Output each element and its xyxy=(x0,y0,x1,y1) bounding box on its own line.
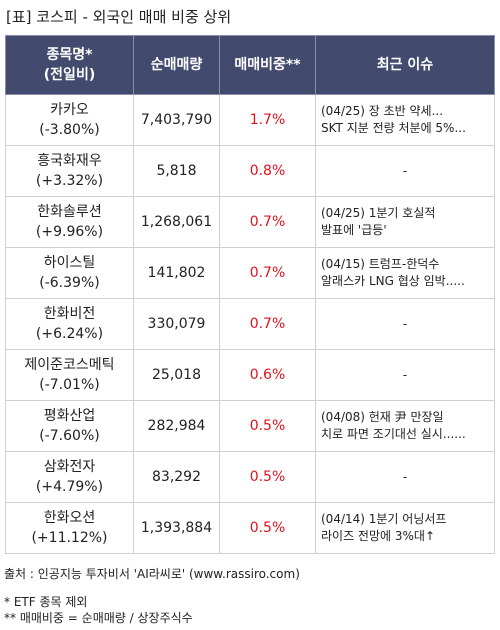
table-row: 제이준코스메틱 (-7.01%) 25,018 0.6% - xyxy=(5,349,495,401)
issue-line1: (04/08) 헌재 尹 만장일 xyxy=(321,410,444,424)
stock-change: (-7.60%) xyxy=(39,428,100,444)
header-recent-issue: 최근 이슈 xyxy=(315,35,495,95)
stock-change: (-6.39%) xyxy=(39,275,100,291)
issue-line2: 라이즈 전망에 3%대↑ xyxy=(321,529,436,543)
stock-name: 한화솔루션 xyxy=(37,204,102,220)
recent-issue-cell: (04/25) 장 초반 약세... SKT 지분 전량 처분에 5%... xyxy=(315,94,495,146)
header-stock-name: 종목명* (전일비) xyxy=(5,35,134,95)
stock-name-cell: 제이준코스메틱 (-7.01%) xyxy=(5,349,134,401)
table-row: 흥국화재우 (+3.32%) 5,818 0.8% - xyxy=(5,145,495,197)
stock-name: 한화비전 xyxy=(43,306,96,322)
trade-ratio-cell: 0.7% xyxy=(219,196,316,248)
table-row: 한화비전 (+6.24%) 330,079 0.7% - xyxy=(5,298,495,350)
stock-name-cell: 하이스틸 (-6.39%) xyxy=(5,247,134,299)
issue-line2: 치로 파면 조기대선 실시...... xyxy=(321,427,466,441)
trade-ratio-cell: 0.8% xyxy=(219,145,316,197)
stock-name-cell: 한화오션 (+11.12%) xyxy=(5,502,134,554)
issue-line1: (04/15) 트럼프-한덕수 xyxy=(321,257,440,271)
trade-ratio-cell: 0.5% xyxy=(219,400,316,452)
recent-issue-cell: - xyxy=(315,451,495,503)
stock-name-cell: 평화산업 (-7.60%) xyxy=(5,400,134,452)
stock-name-cell: 흥국화재우 (+3.32%) xyxy=(5,145,134,197)
table-row: 한화오션 (+11.12%) 1,393,884 0.5% (04/14) 1분기 어닝… xyxy=(5,502,495,554)
recent-issue-cell: - xyxy=(315,145,495,197)
recent-issue-cell: - xyxy=(315,298,495,350)
stock-name: 한화오션 xyxy=(43,510,96,526)
source-note: 출처 : 인공지능 투자비서 'AI라씨로' (www.rassiro.com) xyxy=(4,567,300,581)
net-volume-cell: 141,802 xyxy=(133,247,220,299)
issue-line2: 발표에 '급등' xyxy=(321,223,387,237)
table-row: 삼화전자 (+4.79%) 83,292 0.5% - xyxy=(5,451,495,503)
table-row: 카카오 (-3.80%) 7,403,790 1.7% (04/25) 장 초반 약세.… xyxy=(5,94,495,146)
table-header-row: 종목명* (전일비) 순매매량 매매비중** 최근 이슈 xyxy=(5,35,495,95)
net-volume-cell: 330,079 xyxy=(133,298,220,350)
table-row: 평화산업 (-7.60%) 282,984 0.5% (04/08) 헌재 尹 만장일 치… xyxy=(5,400,495,452)
net-volume-cell: 7,403,790 xyxy=(133,94,220,146)
table-row: 하이스틸 (-6.39%) 141,802 0.7% (04/15) 트럼프-한덕수 알래… xyxy=(5,247,495,299)
net-volume-cell: 25,018 xyxy=(133,349,220,401)
net-volume-cell: 282,984 xyxy=(133,400,220,452)
trade-ratio-cell: 0.5% xyxy=(219,451,316,503)
stock-change: (+3.32%) xyxy=(35,173,104,189)
table-title: [표] 코스피 - 외국인 매매 비중 상위 xyxy=(6,8,232,26)
stock-change: (-7.01%) xyxy=(39,377,100,393)
stock-name-cell: 한화솔루션 (+9.96%) xyxy=(5,196,134,248)
net-volume-cell: 83,292 xyxy=(133,451,220,503)
stock-change: (-3.80%) xyxy=(39,122,100,138)
stock-name: 흥국화재우 xyxy=(37,153,102,169)
trade-ratio-cell: 0.7% xyxy=(219,247,316,299)
stock-name: 제이준코스메틱 xyxy=(24,357,115,373)
stock-change: (+11.12%) xyxy=(31,530,108,546)
header-net-volume: 순매매량 xyxy=(133,35,220,95)
stock-change: (+4.79%) xyxy=(35,479,104,495)
issue-line1: (04/14) 1분기 어닝서프 xyxy=(321,512,447,526)
issue-line1: - xyxy=(402,316,408,331)
issue-line2: SKT 지분 전량 처분에 5%... xyxy=(321,121,466,135)
header-name-line1: 종목명* xyxy=(46,47,93,63)
foreign-trading-table: 종목명* (전일비) 순매매량 매매비중** 최근 이슈 카카오 (-3.80%)… xyxy=(5,35,495,554)
stock-name: 삼화전자 xyxy=(43,459,96,475)
stock-change: (+6.24%) xyxy=(35,326,104,342)
stock-name-cell: 한화비전 (+6.24%) xyxy=(5,298,134,350)
trade-ratio-cell: 0.5% xyxy=(219,502,316,554)
stock-name: 하이스틸 xyxy=(43,255,96,271)
stock-name: 카카오 xyxy=(50,102,89,118)
net-volume-cell: 5,818 xyxy=(133,145,220,197)
issue-line1: (04/25) 장 초반 약세... xyxy=(321,104,444,118)
stock-name-cell: 카카오 (-3.80%) xyxy=(5,94,134,146)
stock-name: 평화산업 xyxy=(43,408,96,424)
trade-ratio-cell: 0.6% xyxy=(219,349,316,401)
issue-line1: (04/25) 1분기 호실적 xyxy=(321,206,436,220)
trade-ratio-cell: 1.7% xyxy=(219,94,316,146)
trade-ratio-cell: 0.7% xyxy=(219,298,316,350)
header-trade-ratio: 매매비중** xyxy=(219,35,316,95)
stock-name-cell: 삼화전자 (+4.79%) xyxy=(5,451,134,503)
net-volume-cell: 1,268,061 xyxy=(133,196,220,248)
stock-change: (+9.96%) xyxy=(35,224,104,240)
recent-issue-cell: - xyxy=(315,349,495,401)
table-row: 한화솔루션 (+9.96%) 1,268,061 0.7% (04/25) 1분기 호실… xyxy=(5,196,495,248)
issue-line1: - xyxy=(402,469,408,484)
header-name-line2: (전일비) xyxy=(43,67,96,83)
ratio-formula-note: ** 매매비중 = 순매매량 / 상장주식수 xyxy=(4,611,193,625)
net-volume-cell: 1,393,884 xyxy=(133,502,220,554)
etf-note: * ETF 종목 제외 xyxy=(4,595,88,609)
issue-line1: - xyxy=(402,163,408,178)
issue-line2: 알래스카 LNG 협상 임박..... xyxy=(321,274,465,288)
issue-line1: - xyxy=(402,367,408,382)
